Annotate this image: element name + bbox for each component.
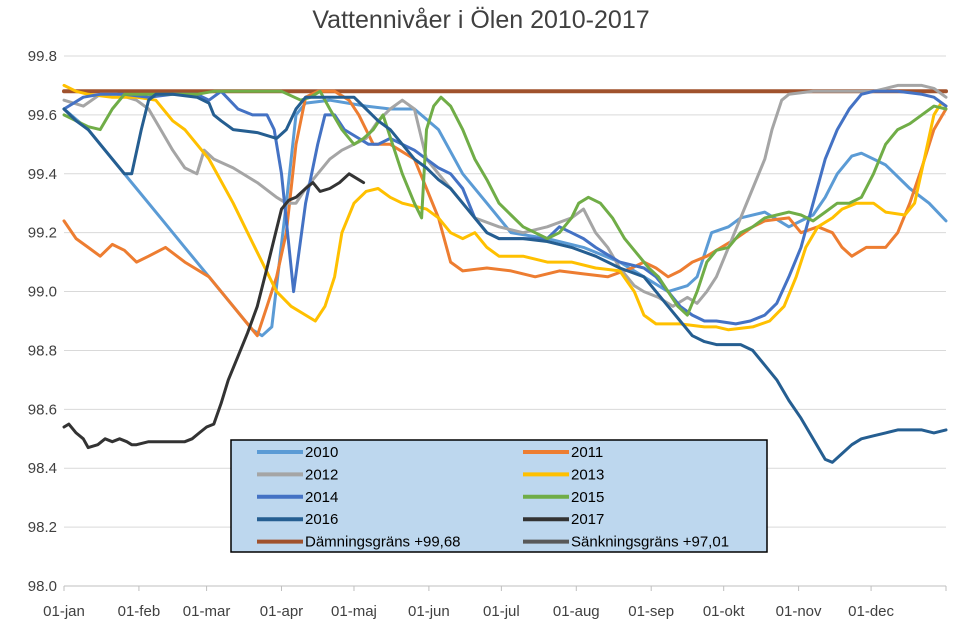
y-tick-label: 98.2 — [28, 519, 57, 536]
y-tick-label: 98.6 — [28, 401, 57, 418]
legend-label: 2017 — [571, 511, 604, 528]
series-line-3 — [62, 83, 948, 332]
x-axis: 01-jan 01-feb 01-mar 01-apr 01-maj 01-jun 01-j… — [43, 585, 947, 620]
series-line-2 — [62, 83, 948, 308]
y-tick-label: 99.8 — [28, 48, 57, 65]
series-lines — [62, 83, 948, 464]
legend-label: 2016 — [305, 511, 338, 528]
x-tick-label: 01-okt — [703, 603, 746, 620]
y-tick-label: 98.4 — [28, 460, 57, 477]
x-tick-label: 01-jul — [483, 603, 520, 620]
chart-title: Vattennivåer i Ölen 2010-2017 — [312, 6, 650, 34]
series-line-6 — [62, 92, 948, 464]
legend-label: 2012 — [305, 466, 338, 483]
x-tick-label: 01-dec — [848, 603, 894, 620]
y-tick-label: 99.4 — [28, 166, 57, 183]
legend-label: 2015 — [571, 489, 604, 506]
x-tick-label: 01-apr — [260, 603, 303, 620]
legend-box — [230, 439, 768, 553]
legend-label: 2011 — [571, 444, 603, 461]
x-tick-label: 01-aug — [553, 603, 600, 620]
legend-label: Sänkningsgräns +97,01 — [571, 534, 729, 551]
y-tick-label: 99.0 — [28, 284, 57, 301]
x-tick-label: 01-sep — [628, 603, 674, 620]
x-tick-label: 01-feb — [118, 603, 161, 620]
x-tick-label: 01-mar — [183, 603, 231, 620]
y-tick-label: 99.6 — [28, 107, 57, 124]
series-line-0 — [62, 98, 948, 338]
x-tick-label: 01-maj — [331, 603, 377, 620]
x-tick-label: 01-nov — [776, 603, 822, 620]
legend-label: Dämningsgräns +99,68 — [305, 534, 461, 551]
y-axis: 98.0 98.2 98.4 98.6 98.8 99.0 99.2 99.4 99.6 99.8 — [28, 48, 57, 595]
y-tick-label: 98.0 — [28, 578, 57, 595]
legend-label: 2014 — [305, 489, 338, 506]
y-tick-label: 98.8 — [28, 342, 57, 359]
series-line-7 — [62, 172, 366, 450]
series-line-1 — [62, 89, 948, 338]
y-tick-label: 99.2 — [28, 225, 57, 242]
legend-label: 2013 — [571, 466, 604, 483]
legend-label: 2010 — [305, 444, 338, 461]
x-tick-label: 01-jan — [43, 603, 85, 620]
legend: 2010 2011 2012 2013 2014 2015 2016 2017 Dämnings… — [230, 439, 768, 553]
x-tick-label: 01-jun — [408, 603, 450, 620]
series-line-5 — [62, 89, 948, 317]
